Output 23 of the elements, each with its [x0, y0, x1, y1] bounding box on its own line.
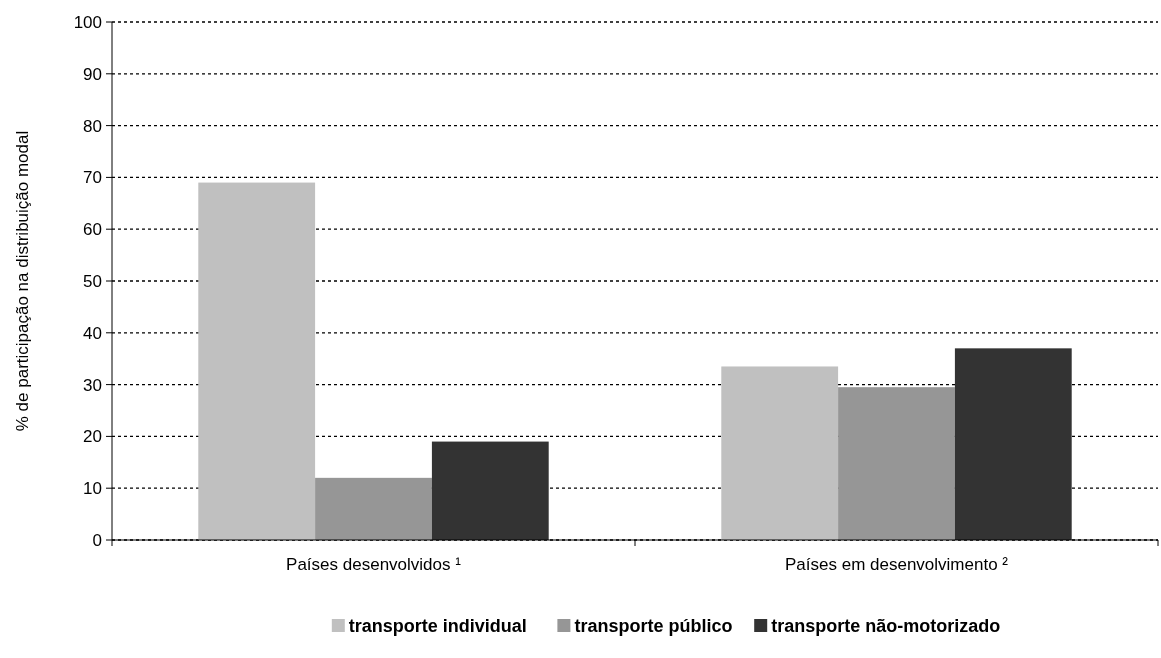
- x-tick-label: Países desenvolvidos ¹: [286, 555, 462, 574]
- bar: [198, 182, 316, 540]
- y-tick-label: 60: [83, 220, 102, 240]
- y-axis-title: % de participação na distribuição modal: [13, 130, 32, 432]
- bar: [838, 387, 955, 540]
- y-tick-label: 0: [92, 530, 102, 550]
- bar: [954, 348, 1072, 540]
- y-tick-label: 40: [83, 323, 102, 343]
- legend-label: transporte individual: [348, 616, 527, 636]
- y-tick-label: 20: [83, 427, 102, 447]
- bar: [315, 477, 432, 540]
- bar: [431, 441, 549, 540]
- y-tick-label: 30: [83, 375, 102, 395]
- y-tick-label: 90: [83, 64, 102, 84]
- y-tick-label: 100: [73, 12, 102, 32]
- y-tick-label: 10: [83, 479, 102, 499]
- bar: [721, 366, 839, 540]
- y-tick-label: 80: [83, 116, 102, 136]
- legend-label: transporte não-motorizado: [771, 616, 1001, 636]
- y-tick-label: 50: [83, 271, 102, 291]
- x-tick-label: Países em desenvolvimento ²: [785, 555, 1009, 574]
- y-tick-label: 70: [83, 168, 102, 188]
- legend-label: transporte público: [574, 616, 733, 636]
